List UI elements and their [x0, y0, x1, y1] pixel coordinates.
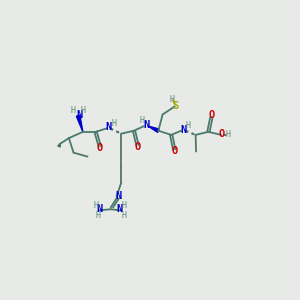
Text: H: H — [93, 201, 98, 210]
Polygon shape — [76, 115, 83, 132]
Text: H: H — [185, 121, 190, 130]
Text: N: N — [97, 205, 103, 214]
Text: O: O — [208, 110, 214, 120]
Text: H: H — [169, 94, 174, 103]
Text: S: S — [172, 101, 178, 111]
Text: H: H — [226, 130, 231, 139]
Text: H: H — [81, 106, 86, 115]
Text: H: H — [70, 106, 76, 115]
Text: O: O — [219, 129, 225, 139]
Text: H: H — [95, 211, 101, 220]
Text: H: H — [121, 211, 126, 220]
Text: N: N — [143, 120, 149, 130]
Text: H: H — [111, 119, 116, 128]
Polygon shape — [148, 126, 159, 132]
Text: O: O — [97, 143, 103, 153]
Text: N: N — [116, 205, 123, 214]
Text: N: N — [180, 125, 187, 135]
Text: N: N — [76, 110, 82, 120]
Text: H: H — [121, 201, 126, 210]
Polygon shape — [58, 143, 60, 147]
Text: H: H — [140, 116, 145, 125]
Text: N: N — [105, 122, 112, 133]
Text: N: N — [116, 190, 122, 201]
Text: O: O — [171, 146, 177, 157]
Text: O: O — [134, 142, 141, 152]
